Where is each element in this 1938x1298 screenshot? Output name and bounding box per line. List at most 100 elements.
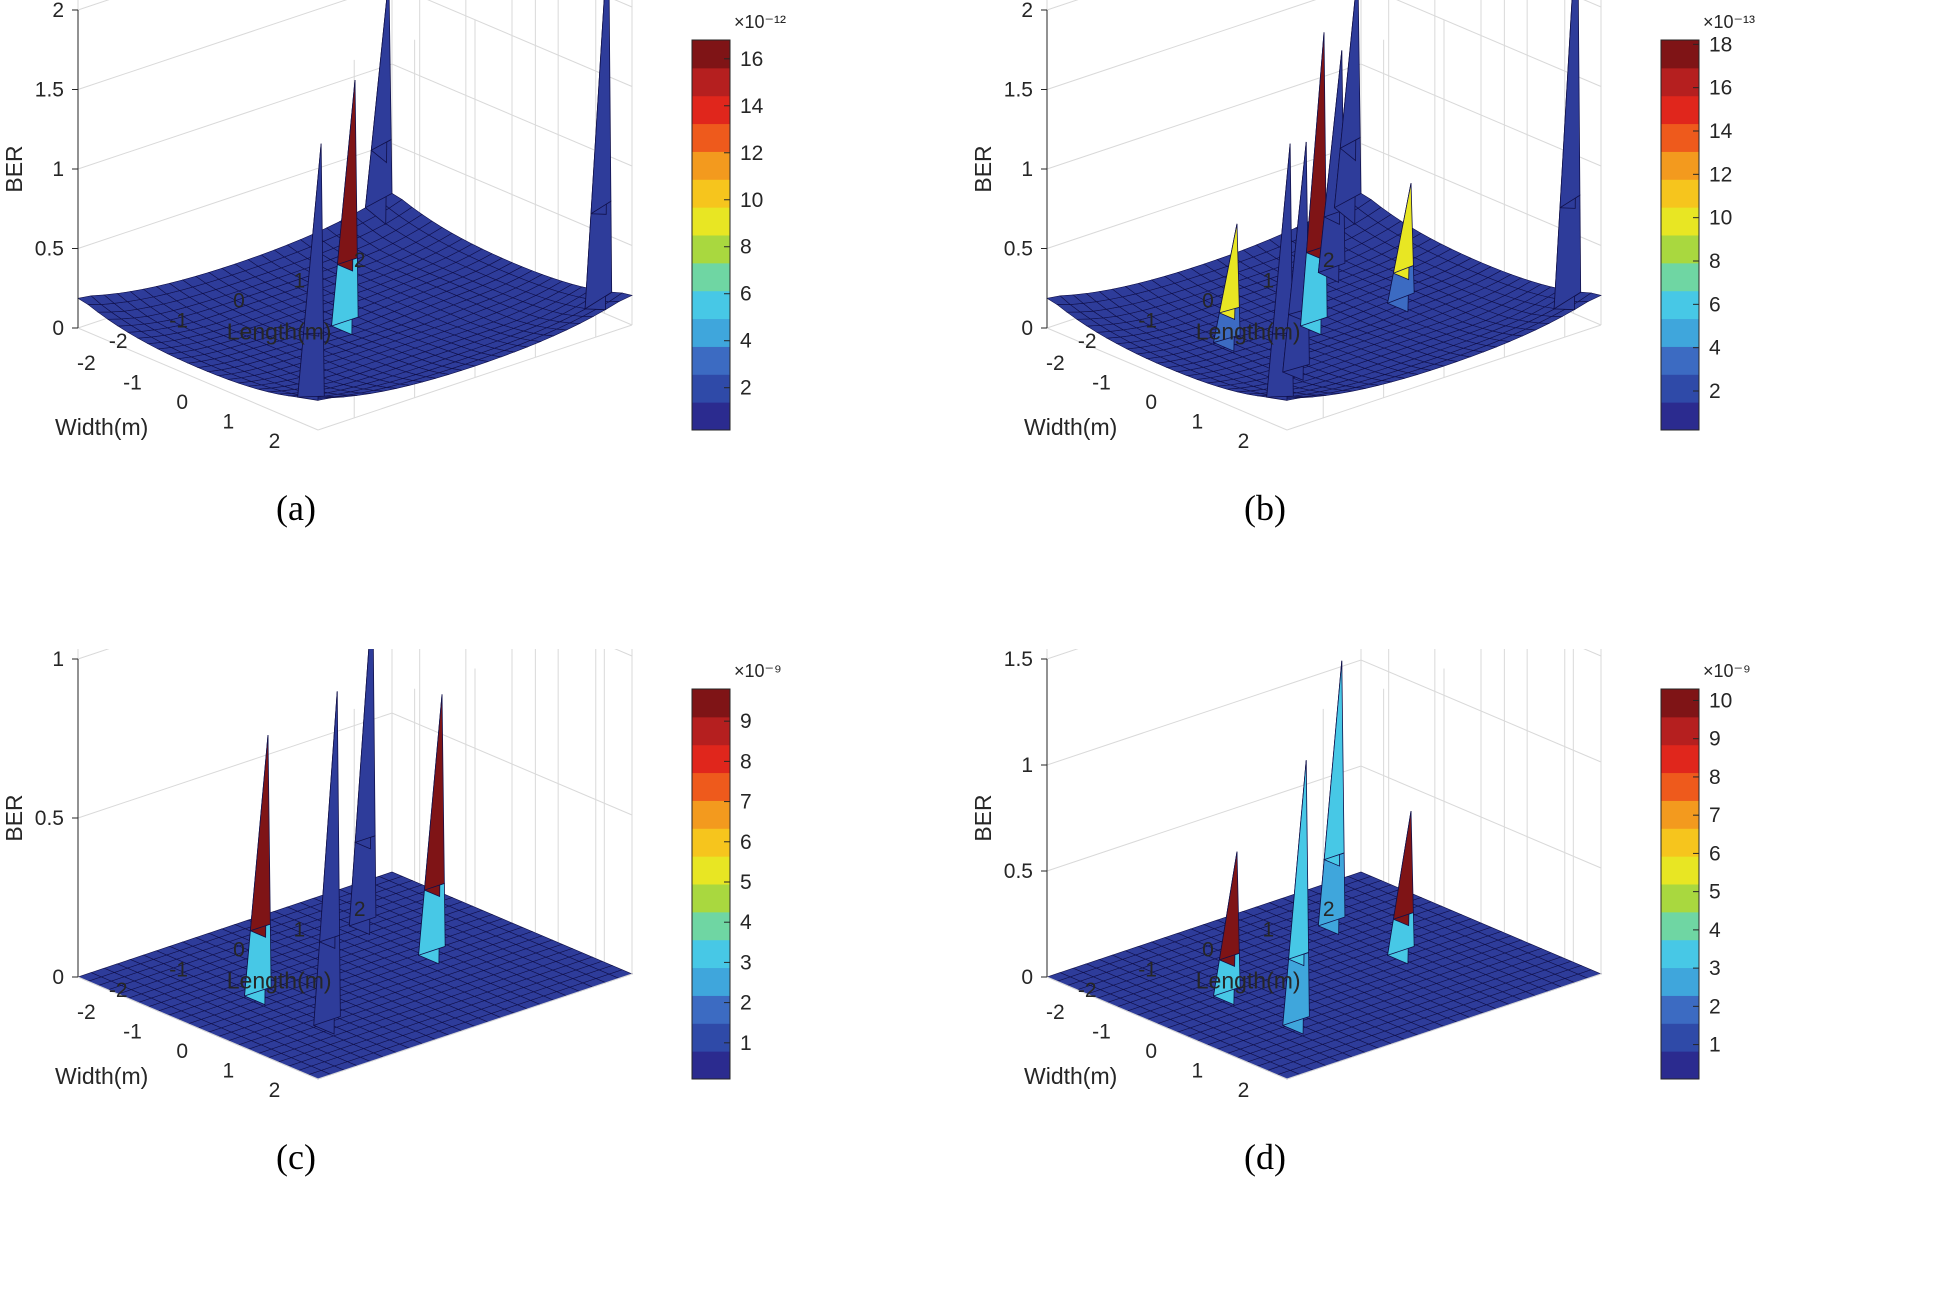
y-tick-label: -1 [1092,1020,1111,1043]
peak-face [336,80,358,266]
colorbar-tick-label: 14 [740,95,764,118]
colorbar-tick-label: 1 [1709,1034,1721,1057]
z-tick-label: 2 [52,0,64,22]
z-tick-label: 0 [1021,317,1033,340]
y-axis-line [77,327,319,431]
x-tick-label: -1 [169,310,188,333]
z-tick-label: 0.5 [35,807,64,830]
x-tick-label: 2 [354,898,366,921]
colorbar-tick-label: 6 [1709,842,1721,865]
colorbar-exponent-label: ×10⁻⁹ [734,661,782,681]
colorbar-swatch [1661,1023,1699,1052]
peak-face [423,694,445,891]
z-tick-label: 1.5 [1004,649,1033,671]
y-tick-label: 1 [222,411,234,434]
peak-skirt [1553,194,1582,310]
y-axis-title: Width(m) [1024,1063,1117,1089]
z-tick-label: 2 [1021,0,1033,22]
colorbar-swatch [1661,179,1699,208]
x-tick-label: 1 [294,269,306,292]
colorbar-tick-label: 6 [740,831,752,854]
y-tick-label: 2 [1238,430,1250,453]
colorbar-swatch [692,1023,730,1052]
peak-face [249,735,271,932]
colorbar-swatch [692,235,730,264]
peak-face [1392,183,1414,274]
axes-frame-d: 00.511.5×10⁻⁸BER-2-1012Length(m)210-1-2W… [970,649,1602,1102]
colorbar-tick-label: 12 [1709,163,1732,186]
y-tick-label: 0 [1145,1040,1157,1063]
y-axis-title: Width(m) [55,1063,148,1089]
z-tick-label: 1 [1021,158,1033,181]
chart-c: 00.51×10⁻⁸BER-2-1012Length(m)210-1-2Widt… [1,649,782,1177]
peak-face [1339,0,1361,149]
x-tick-label: -1 [1138,310,1157,333]
colorbar-swatch [692,884,730,913]
colorbar-swatch [692,179,730,208]
peak-d-3 [1317,660,1346,936]
z-tick-label: 0 [52,317,64,340]
y-tick-label: -1 [1092,371,1111,394]
colorbar-swatch [692,67,730,97]
z-gridline [77,649,633,660]
z-tick-label: 0.5 [35,238,64,261]
z-gridline [1046,0,1602,90]
y-tick-label: 0 [1145,391,1157,414]
colorbar-swatch [692,262,730,292]
colorbar-tick-label: 8 [1709,250,1721,273]
colorbar-swatch [692,716,730,746]
colorbar-tick-label: 2 [1709,995,1721,1018]
y-tick-label: 2 [269,430,281,453]
panel-caption: (a) [276,488,316,528]
colorbar-swatch [692,318,730,347]
colorbar-swatch [1661,235,1699,264]
x-axis-title: Length(m) [227,967,332,993]
peak-d-1 [1213,851,1241,1006]
y-tick-label: 1 [1191,1060,1203,1083]
y-tick-label: 0 [176,1040,188,1063]
colorbar-tick-label: 10 [740,189,763,212]
colorbar-swatch [1661,40,1699,69]
peak-b-7 [1333,0,1362,225]
z-tick-label: 1 [52,649,64,671]
colorbar-tick-label: 4 [1709,919,1721,942]
colorbar-swatch [1661,207,1699,236]
colorbar-tick-label: 10 [1709,207,1732,230]
colorbar-swatch [692,346,730,375]
colorbar-frame [691,39,731,431]
colorbar-swatch [692,151,730,180]
colorbar-swatch [692,290,730,320]
colorbar-frame [1660,688,1700,1080]
colorbar-swatch [1661,884,1699,913]
colorbar-swatch [692,800,730,829]
colorbar-swatch [1661,995,1699,1024]
peak-a-0 [297,143,325,401]
colorbar-swatch [692,374,730,403]
axes-frame-c: 00.51×10⁻⁸BER-2-1012Length(m)210-1-2Widt… [1,649,633,1102]
colorbar-tick-label: 9 [1709,728,1721,751]
colorbar-swatch [692,689,730,718]
surface-cell [77,295,102,305]
colorbar-swatch [1661,151,1699,180]
x-tick-label: 0 [233,939,245,962]
colorbar-swatch [1661,318,1699,347]
colorbar-swatch [1661,67,1699,97]
colorbar-c: 1 2 3 4 5 6 7 8 9 ×10⁻⁹ [691,661,782,1080]
colorbar-swatch [692,207,730,236]
y-tick-label: -2 [77,352,96,375]
surface-c [77,649,633,1080]
z-gridline [1046,765,1602,872]
z-gridline [77,712,633,819]
colorbar-swatch [1661,123,1699,152]
y-axis-title: Width(m) [55,414,148,440]
y-tick-label: -1 [123,371,142,394]
peak-face [1218,851,1240,961]
z-tick-label: 1.5 [35,79,64,102]
colorbar-tick-label: 18 [1709,33,1732,56]
z-axis-title: BER [970,794,996,841]
z-axis-title: BER [1,145,27,192]
colorbar-tick-label: 7 [1709,804,1721,827]
peak-b-3 [1300,32,1328,336]
z-tick-label: 1.5 [1004,79,1033,102]
colorbar-tick-label: 2 [740,992,752,1015]
